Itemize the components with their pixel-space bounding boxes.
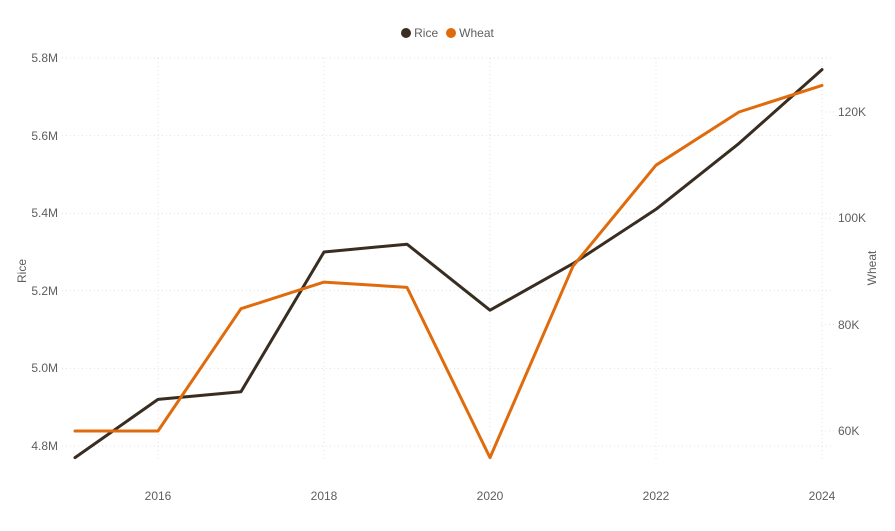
y-right-tick-label: 100K: [838, 211, 867, 226]
y-left-tick-label: 5.4M: [31, 206, 58, 221]
x-tick-label: 2020: [476, 489, 504, 503]
x-tick-label: 2024: [808, 489, 836, 503]
y-left-tick-label: 4.8M: [31, 439, 58, 453]
legend-label-rice: Rice: [414, 26, 439, 40]
legend-item-wheat[interactable]: Wheat: [446, 26, 494, 40]
series-line-rice[interactable]: [73, 68, 824, 460]
legend-label-wheat: Wheat: [459, 26, 494, 40]
y-right-tick-label: 60K: [838, 424, 860, 438]
y-left-tick-label: 5.6M: [31, 128, 58, 143]
chart-legend: Rice Wheat: [0, 26, 895, 40]
series-line-wheat[interactable]: [73, 83, 824, 460]
legend-item-rice[interactable]: Rice: [401, 26, 438, 40]
y-left-tick-label: 5.0M: [31, 361, 58, 376]
x-tick-label: 2022: [642, 489, 670, 503]
legend-dot-wheat-icon: [446, 28, 457, 38]
y-right-tick-label: 120K: [838, 105, 867, 119]
y-right-tick-label: 80K: [838, 317, 860, 332]
x-tick-label: 2016: [144, 489, 172, 503]
y-left-tick-label: 5.2M: [31, 283, 58, 298]
legend-dot-rice-icon: [401, 28, 412, 38]
x-tick-label: 2018: [310, 489, 338, 503]
y-left-tick-label: 5.8M: [31, 51, 58, 65]
